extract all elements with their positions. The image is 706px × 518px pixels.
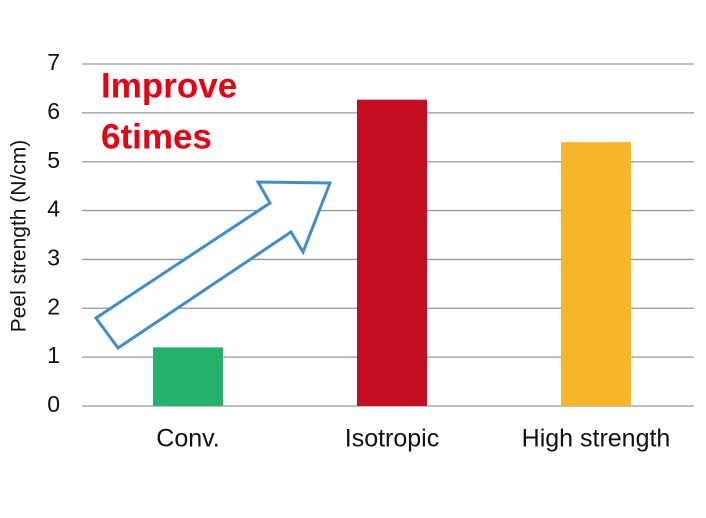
y-tick-label: 0	[47, 391, 60, 417]
y-tick-label: 7	[47, 49, 60, 75]
x-tick-label: Isotropic	[345, 425, 439, 453]
bar	[153, 347, 223, 406]
y-axis-label: Peel strength (N/cm)	[8, 140, 31, 333]
annotation-line: Improve	[101, 66, 237, 105]
bar	[357, 99, 427, 406]
improvement-arrow	[93, 180, 333, 351]
y-tick-label: 1	[47, 342, 60, 368]
x-tick-label: Conv.	[156, 425, 219, 453]
annotation-line: 6times	[101, 117, 212, 156]
y-tick-label: 6	[47, 98, 60, 124]
y-tick-label: 4	[47, 196, 60, 222]
y-tick-label: 5	[47, 147, 60, 173]
plot-area: 0 1 2 3 4 5 6 7 Conv. Isotropic High strength	[47, 49, 694, 453]
bar	[561, 142, 631, 406]
x-tick-label: High strength	[522, 425, 671, 453]
y-tick-label: 2	[47, 293, 60, 319]
y-tick-label: 3	[47, 245, 60, 271]
